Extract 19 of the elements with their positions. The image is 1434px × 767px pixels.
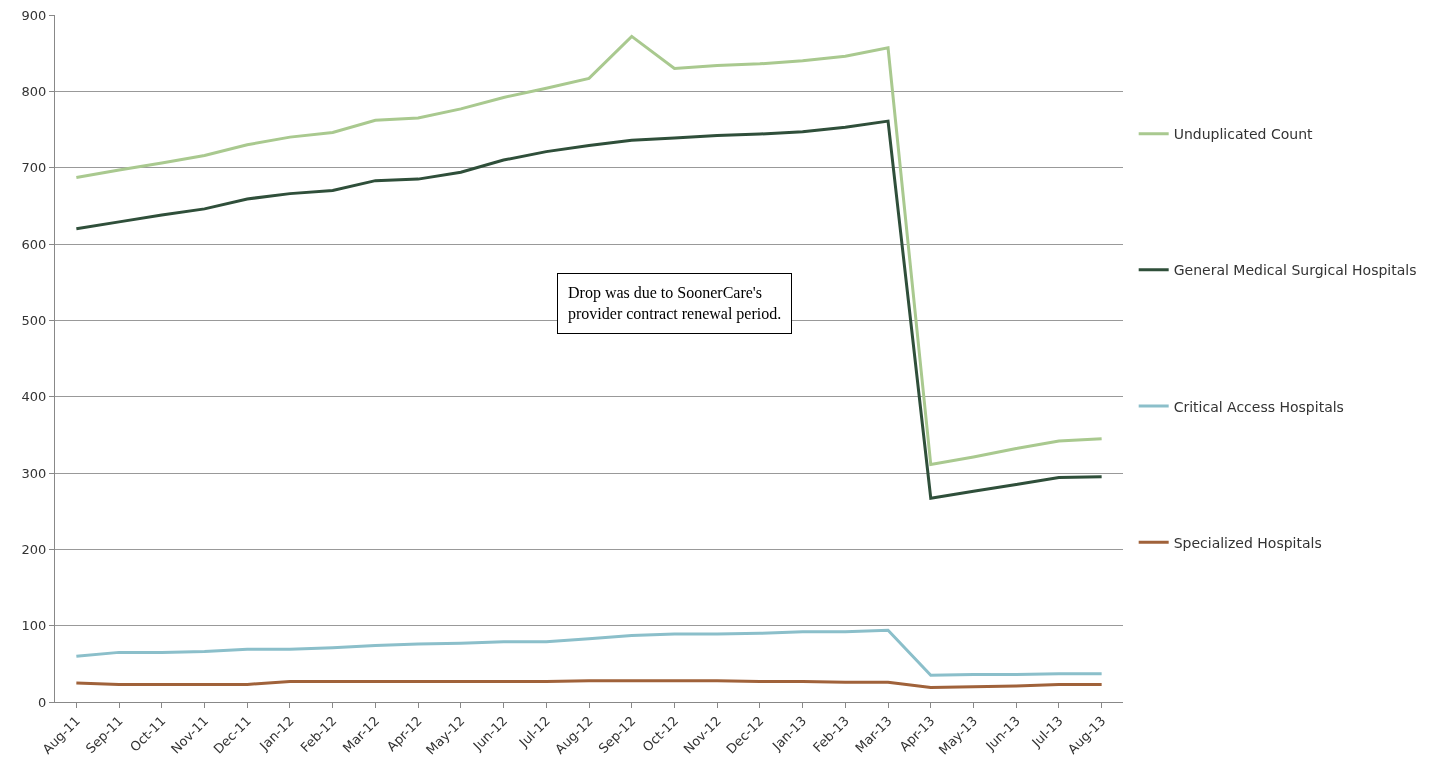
legend-label: Specialized Hospitals [1173, 534, 1322, 551]
y-tick-label: 100 [21, 618, 47, 634]
y-tick-label: 500 [21, 312, 47, 328]
annotation: Drop was due to SoonerCare's provider contract renewal period. [568, 284, 782, 323]
line-series [74, 119, 1104, 500]
y-tick-label: 600 [21, 236, 47, 252]
line-series [74, 628, 1104, 677]
legend-label: Critical Access Hospitals [1173, 398, 1344, 415]
legend-label: General Medical Surgical Hospitals [1173, 262, 1417, 279]
line-series [74, 34, 1104, 467]
y-tick-label: 800 [21, 83, 47, 99]
y-tick-label: 200 [21, 541, 47, 557]
y-tick-label: 0 [38, 694, 47, 710]
y-tick-label: 400 [21, 389, 47, 405]
legend-label: Unduplicated Count [1173, 126, 1314, 143]
line-series [74, 679, 1104, 689]
y-tick-label: 900 [21, 7, 47, 23]
y-tick-label: 700 [21, 160, 47, 176]
y-tick-label: 300 [21, 465, 47, 481]
